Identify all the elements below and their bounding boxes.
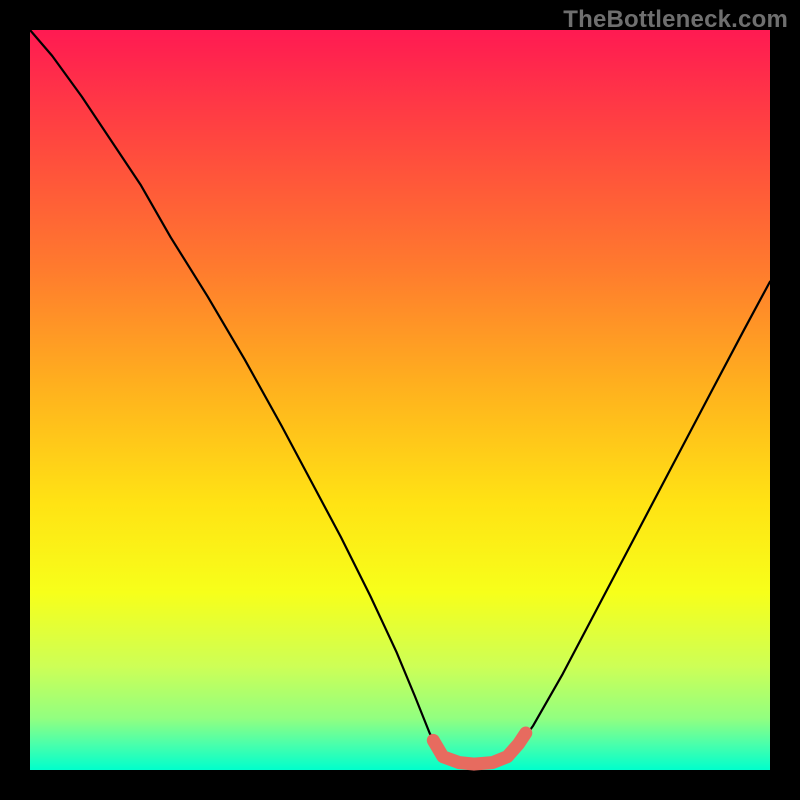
bottleneck-chart: TheBottleneck.com xyxy=(0,0,800,800)
watermark-text: TheBottleneck.com xyxy=(563,6,788,34)
chart-svg xyxy=(0,0,800,800)
